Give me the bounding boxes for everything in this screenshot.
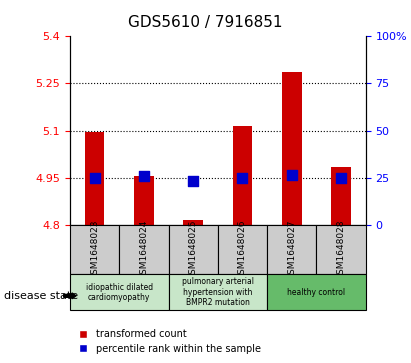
- Text: pulmonary arterial
hypertension with
BMPR2 mutation: pulmonary arterial hypertension with BMP…: [182, 277, 254, 307]
- FancyBboxPatch shape: [267, 274, 366, 310]
- Text: GSM1648023: GSM1648023: [90, 219, 99, 280]
- FancyBboxPatch shape: [267, 225, 316, 274]
- Point: [289, 172, 295, 178]
- Text: GSM1648025: GSM1648025: [189, 219, 198, 280]
- Bar: [282, 73, 302, 225]
- FancyBboxPatch shape: [169, 274, 267, 310]
- FancyBboxPatch shape: [70, 274, 169, 310]
- Bar: [134, 176, 154, 225]
- Bar: [331, 167, 351, 225]
- Text: GSM1648024: GSM1648024: [139, 219, 148, 280]
- Point: [141, 174, 147, 179]
- FancyBboxPatch shape: [316, 225, 366, 274]
- Legend: transformed count, percentile rank within the sample: transformed count, percentile rank withi…: [75, 326, 265, 358]
- Bar: [233, 126, 252, 225]
- Text: healthy control: healthy control: [287, 288, 346, 297]
- Point: [190, 178, 196, 184]
- Point: [239, 175, 246, 181]
- Text: GSM1648027: GSM1648027: [287, 219, 296, 280]
- Point: [338, 175, 344, 181]
- FancyBboxPatch shape: [169, 225, 218, 274]
- Bar: [85, 132, 104, 225]
- Text: disease state: disease state: [4, 291, 78, 301]
- Bar: [183, 220, 203, 225]
- Text: idiopathic dilated
cardiomyopathy: idiopathic dilated cardiomyopathy: [85, 282, 153, 302]
- Text: GDS5610 / 7916851: GDS5610 / 7916851: [128, 15, 283, 29]
- Text: GSM1648026: GSM1648026: [238, 219, 247, 280]
- FancyBboxPatch shape: [70, 225, 119, 274]
- Text: GSM1648028: GSM1648028: [337, 219, 346, 280]
- Point: [91, 175, 98, 181]
- FancyBboxPatch shape: [119, 225, 169, 274]
- FancyBboxPatch shape: [218, 225, 267, 274]
